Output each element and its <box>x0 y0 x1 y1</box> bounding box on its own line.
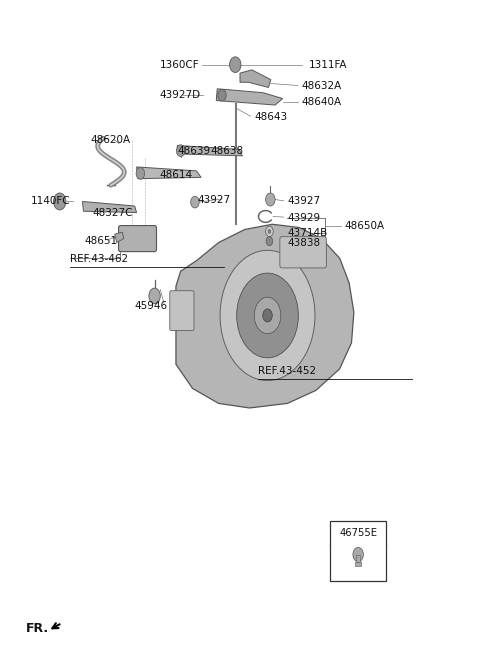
Text: 45946: 45946 <box>135 301 168 311</box>
Circle shape <box>265 193 275 206</box>
Circle shape <box>149 288 160 304</box>
FancyBboxPatch shape <box>280 237 326 268</box>
Circle shape <box>54 193 66 210</box>
Text: 48650A: 48650A <box>344 221 384 231</box>
Text: 48639: 48639 <box>178 146 211 156</box>
Polygon shape <box>216 89 283 105</box>
Polygon shape <box>83 202 137 213</box>
Circle shape <box>177 145 185 156</box>
Text: 48640A: 48640A <box>301 97 342 107</box>
Text: REF.43-462: REF.43-462 <box>70 254 128 264</box>
Text: 43927D: 43927D <box>159 90 201 101</box>
Bar <box>330 521 386 581</box>
Text: 48651: 48651 <box>84 237 118 246</box>
FancyBboxPatch shape <box>170 290 194 330</box>
Circle shape <box>191 196 199 208</box>
Text: 1140FC: 1140FC <box>31 196 71 206</box>
Text: 1311FA: 1311FA <box>309 60 348 70</box>
Text: REF.43-452: REF.43-452 <box>258 366 316 376</box>
Polygon shape <box>115 232 124 242</box>
Circle shape <box>136 168 144 179</box>
Text: 43929: 43929 <box>288 213 321 223</box>
Text: 1360CF: 1360CF <box>159 60 199 70</box>
Bar <box>355 562 361 566</box>
Circle shape <box>218 89 226 101</box>
Polygon shape <box>176 224 354 408</box>
Polygon shape <box>178 145 242 156</box>
Circle shape <box>229 57 241 72</box>
Polygon shape <box>240 70 271 87</box>
Circle shape <box>353 547 363 562</box>
Text: 48638: 48638 <box>211 146 244 156</box>
Circle shape <box>268 229 271 233</box>
Text: 43714B: 43714B <box>288 229 328 238</box>
Text: 43838: 43838 <box>288 238 321 248</box>
Text: 43927: 43927 <box>288 196 321 206</box>
Circle shape <box>265 226 273 237</box>
Bar <box>356 555 360 562</box>
Circle shape <box>266 237 273 246</box>
Circle shape <box>237 273 299 358</box>
Text: 48327C: 48327C <box>92 208 132 217</box>
Text: 48632A: 48632A <box>301 81 342 91</box>
Text: 46755E: 46755E <box>339 528 377 538</box>
Text: 48620A: 48620A <box>91 135 131 145</box>
Circle shape <box>254 297 281 334</box>
Text: 48614: 48614 <box>159 170 192 181</box>
Text: FR.: FR. <box>25 622 48 635</box>
Circle shape <box>263 309 272 322</box>
Polygon shape <box>137 167 201 179</box>
FancyBboxPatch shape <box>119 225 156 252</box>
Circle shape <box>220 250 315 380</box>
Text: 48643: 48643 <box>254 112 288 122</box>
Text: 43927: 43927 <box>197 194 230 204</box>
